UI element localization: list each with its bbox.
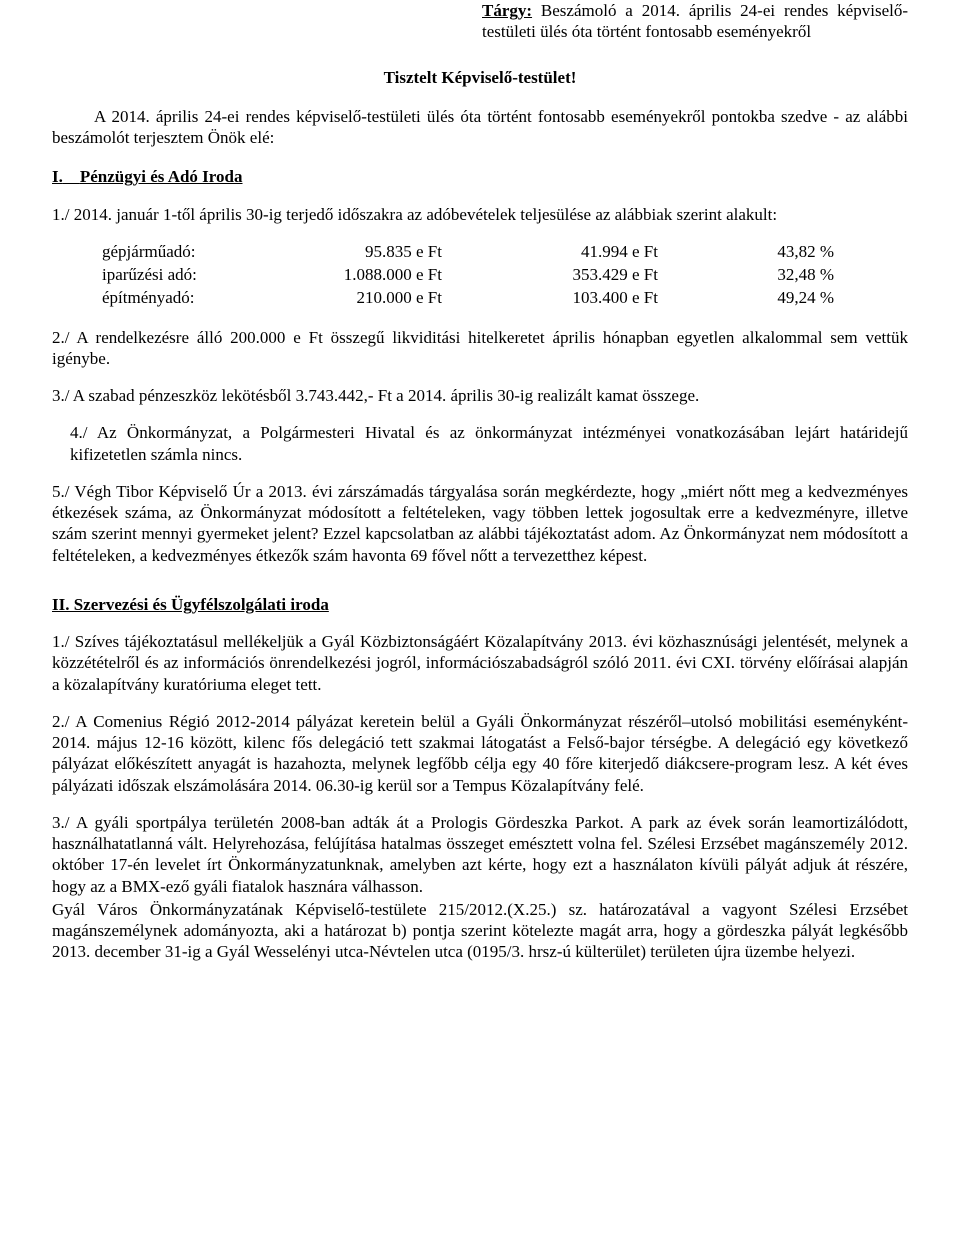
tax-col-a-cell: 210.000 e Ft <box>262 287 498 310</box>
section-1-p1: 1./ 2014. január 1-től április 30-ig ter… <box>52 204 908 225</box>
table-row: gépjárműadó:95.835 e Ft41.994 e Ft43,82 … <box>102 241 834 264</box>
table-row: iparűzési adó:1.088.000 e Ft353.429 e Ft… <box>102 264 834 287</box>
intro-paragraph: A 2014. április 24-ei rendes képviselő-t… <box>52 106 908 149</box>
section-1-p5: 5./ Végh Tibor Képviselő Úr a 2013. évi … <box>52 481 908 566</box>
greeting: Tisztelt Képviselő-testület! <box>52 67 908 88</box>
subject-block: Tárgy: Beszámoló a 2014. április 24-ei r… <box>482 0 908 43</box>
section-2-p3: 3./ A gyáli sportpálya területén 2008-ba… <box>52 812 908 897</box>
section-1-heading: I. Pénzügyi és Adó Iroda <box>52 166 908 187</box>
table-row: építményadó:210.000 e Ft103.400 e Ft49,2… <box>102 287 834 310</box>
tax-col-c-cell: 49,24 % <box>714 287 834 310</box>
tax-label-cell: iparűzési adó: <box>102 264 262 287</box>
tax-col-b-cell: 103.400 e Ft <box>498 287 714 310</box>
section-1-p2: 2./ A rendelkezésre álló 200.000 e Ft ös… <box>52 327 908 370</box>
tax-col-c-cell: 32,48 % <box>714 264 834 287</box>
section-2-p1: 1./ Szíves tájékoztatásul mellékeljük a … <box>52 631 908 695</box>
section-2-heading: II. Szervezési és Ügyfélszolgálati iroda <box>52 594 908 615</box>
section-1-p4: 4./ Az Önkormányzat, a Polgármesteri Hiv… <box>52 422 908 465</box>
section-1-number: I. <box>52 167 63 186</box>
tax-col-b-cell: 41.994 e Ft <box>498 241 714 264</box>
section-2-p2: 2./ A Comenius Régió 2012-2014 pályázat … <box>52 711 908 796</box>
tax-col-b-cell: 353.429 e Ft <box>498 264 714 287</box>
tax-col-a-cell: 1.088.000 e Ft <box>262 264 498 287</box>
tax-col-c-cell: 43,82 % <box>714 241 834 264</box>
tax-revenue-table: gépjárműadó:95.835 e Ft41.994 e Ft43,82 … <box>102 241 834 311</box>
section-2-p3b: Gyál Város Önkormányzatának Képviselő-te… <box>52 899 908 963</box>
section-1-p3: 3./ A szabad pénzeszköz lekötésből 3.743… <box>52 385 908 406</box>
tax-col-a-cell: 95.835 e Ft <box>262 241 498 264</box>
document-page: Tárgy: Beszámoló a 2014. április 24-ei r… <box>0 0 960 1242</box>
subject-label: Tárgy: <box>482 1 532 20</box>
tax-label-cell: építményadó: <box>102 287 262 310</box>
section-1-title: Pénzügyi és Adó Iroda <box>80 167 243 186</box>
subject-text: Beszámoló a 2014. április 24-ei rendes k… <box>482 1 908 41</box>
tax-label-cell: gépjárműadó: <box>102 241 262 264</box>
